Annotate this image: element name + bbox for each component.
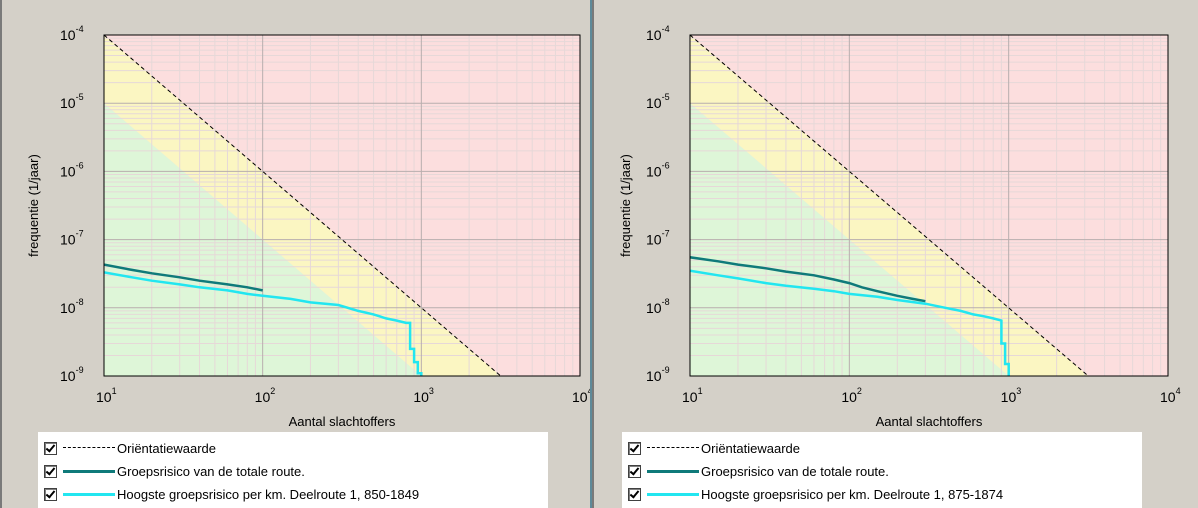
plot-border [689, 34, 1169, 377]
orientatiewaarde-line [690, 35, 1089, 376]
legend-label: Hoogste groepsrisico per km. Deelroute 1… [117, 486, 420, 502]
dashed-line-swatch [647, 443, 699, 453]
plot-border [103, 34, 581, 377]
hoogste-groepsrisico-per-km-line [104, 271, 423, 376]
legend-label: Groepsrisico van de totale route. [117, 463, 305, 479]
y-tick-label: 10-7 [646, 229, 670, 248]
y-axis-label: frequentie (1/jaar) [618, 154, 633, 257]
legend-left: Oriëntatiewaarde Groepsrisico van de tot… [38, 432, 548, 508]
chart-panel-left: 10110210310410-410-510-610-710-810-9Aant… [0, 0, 593, 508]
y-tick-label: 10-8 [60, 297, 84, 316]
legend-item-orientatiewaarde: Oriëntatiewaarde [38, 438, 548, 458]
y-tick-label: 10-6 [60, 160, 84, 179]
plot-area [690, 35, 1168, 376]
y-tick-label: 10-6 [646, 160, 670, 179]
cyan-line-swatch [63, 489, 115, 499]
y-tick-label: 10-4 [60, 24, 84, 43]
fn-curve-chart-left: 10110210310410-410-510-610-710-810-9Aant… [26, 24, 593, 429]
y-tick-label: 10-9 [646, 365, 670, 384]
x-tick-label: 103 [413, 386, 434, 405]
x-tick-label: 102 [841, 386, 862, 405]
legend-item-hoogste-per-km: Hoogste groepsrisico per km. Deelroute 1… [38, 484, 548, 504]
legend-checkbox[interactable] [44, 464, 57, 478]
legend-right: Oriëntatiewaarde Groepsrisico van de tot… [622, 432, 1142, 508]
legend-checkbox[interactable] [628, 487, 641, 501]
y-tick-label: 10-8 [646, 297, 670, 316]
groepsrisico-totale-route-line [690, 256, 926, 303]
legend-label: Oriëntatiewaarde [117, 440, 216, 456]
legend-checkbox[interactable] [628, 441, 641, 455]
hoogste-groepsrisico-per-km-line [690, 269, 1010, 376]
legend-item-orientatiewaarde: Oriëntatiewaarde [622, 438, 1142, 458]
chart-panel-right: 101 102 103 104 10-4 10-5 10-6 10-7 10-8 10-9 Aant… [592, 0, 1198, 508]
cyan-line-swatch [647, 489, 699, 499]
legend-item-hoogste-per-km: Hoogste groepsrisico per km. Deelroute 1… [622, 484, 1142, 504]
dashed-line-swatch [63, 443, 115, 453]
plot-area [104, 35, 580, 376]
x-tick-label: 103 [1001, 386, 1022, 405]
orientatiewaarde-line [104, 35, 502, 376]
legend-checkbox[interactable] [44, 487, 57, 501]
y-tick-label: 10-5 [646, 92, 670, 111]
legend-checkbox[interactable] [44, 441, 57, 455]
legend-label: Oriëntatiewaarde [701, 440, 800, 456]
x-tick-label: 102 [255, 386, 276, 405]
teal-line-swatch [647, 466, 699, 476]
y-tick-label: 10-9 [60, 365, 84, 384]
x-axis-label: Aantal slachtoffers [289, 414, 396, 429]
legend-label: Groepsrisico van de totale route. [701, 463, 889, 479]
legend-item-totale-route: Groepsrisico van de totale route. [38, 461, 548, 481]
legend-checkbox[interactable] [628, 464, 641, 478]
legend-label: Hoogste groepsrisico per km. Deelroute 1… [701, 486, 1004, 502]
panel-divider [590, 0, 592, 508]
x-tick-label: 101 [96, 386, 117, 405]
x-tick-label: 104 [1160, 386, 1181, 405]
x-tick-label: 101 [682, 386, 703, 405]
y-tick-label: 10-7 [60, 229, 84, 248]
fn-curve-chart-right: 101 102 103 104 10-4 10-5 10-6 10-7 10-8 10-9 Aant… [618, 24, 1181, 429]
teal-line-swatch [63, 466, 115, 476]
y-axis-label: frequentie (1/jaar) [26, 154, 41, 257]
y-tick-label: 10-5 [60, 92, 84, 111]
legend-item-totale-route: Groepsrisico van de totale route. [622, 461, 1142, 481]
groepsrisico-totale-route-line [104, 263, 263, 292]
x-axis-label: Aantal slachtoffers [876, 414, 983, 429]
y-tick-label: 10-4 [646, 24, 670, 43]
